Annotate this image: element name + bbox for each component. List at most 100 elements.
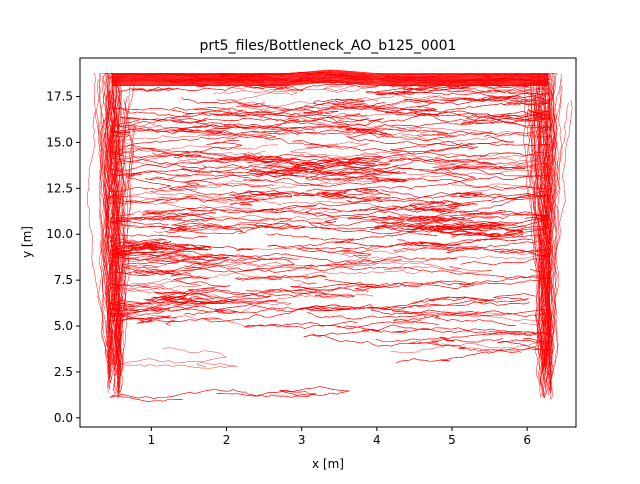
trajectory-line	[307, 312, 516, 326]
top-wall-trajectory	[111, 76, 549, 82]
trajectory-line	[145, 295, 228, 305]
trajectory-line	[432, 154, 551, 169]
y-axis-label: y [m]	[20, 226, 34, 258]
trajectory-line	[345, 110, 545, 135]
trajectory-line	[109, 239, 254, 264]
right-wall-trajectory	[547, 113, 561, 386]
top-wall-trajectory	[111, 69, 549, 75]
trajectory-line	[110, 121, 388, 135]
plot-frame	[79, 57, 577, 428]
right-wall-trajectory	[536, 112, 548, 399]
left-wall-trajectory	[104, 73, 117, 366]
left-wall-trajectory	[105, 73, 116, 350]
left-wall-trajectory	[93, 73, 108, 359]
trajectory-line	[235, 274, 327, 281]
trajectory-line	[173, 140, 262, 161]
trajectory-line	[289, 141, 438, 161]
trajectory-line	[294, 98, 435, 112]
trajectory-line	[266, 269, 419, 279]
trajectory-line	[244, 319, 422, 330]
top-wall-trajectory	[111, 73, 549, 78]
trajectory-line	[252, 99, 423, 131]
right-wall-trajectory	[537, 79, 547, 371]
trajectory-line	[246, 164, 457, 177]
trajectory-line	[109, 256, 229, 269]
trajectory-line	[169, 175, 315, 197]
trajectory-line	[266, 233, 354, 250]
trajectory-line	[346, 130, 479, 153]
trajectory-line	[337, 239, 550, 264]
trajectory-line	[400, 203, 506, 215]
trajectory-line	[246, 159, 391, 174]
top-wall-trajectory	[111, 81, 549, 86]
trajectory-line	[109, 156, 303, 192]
y-tick-label: 15.0	[46, 135, 73, 149]
trajectory-line	[304, 201, 551, 236]
right-wall-trajectory	[546, 99, 573, 391]
x-axis: 1 2 3 4 5 6	[148, 427, 531, 447]
trajectory-line	[191, 246, 379, 269]
trajectory-line	[324, 259, 493, 274]
right-wall-trajectory	[533, 73, 551, 395]
trajectory-line	[334, 231, 532, 249]
left-wall-trajectory	[112, 124, 135, 391]
left-wall-trajectory	[113, 113, 120, 385]
trajectory-line	[184, 300, 530, 316]
trajectory-line	[110, 293, 374, 327]
trajectory-line	[171, 124, 453, 141]
trajectory-line	[188, 208, 523, 238]
trajectory-line	[292, 140, 550, 159]
plot-area	[87, 69, 573, 402]
right-wall-trajectory	[544, 83, 553, 394]
x-tick-label: 3	[298, 433, 306, 447]
top-wall-trajectory	[111, 76, 549, 81]
trajectory-line	[161, 224, 243, 235]
trajectory-line	[414, 102, 551, 121]
top-wall-trajectory	[111, 75, 549, 80]
right-wall-trajectory	[541, 73, 550, 369]
trajectory-line	[337, 243, 482, 254]
trajectory-line	[404, 95, 551, 106]
trajectory-line	[229, 190, 356, 206]
trajectory-layer	[87, 69, 573, 402]
left-wall-trajectory	[105, 73, 118, 347]
trajectory-line	[347, 154, 497, 165]
top-wall-trajectory	[111, 78, 549, 84]
chart-title: prt5_files/Bottleneck_AO_b125_0001	[200, 38, 457, 54]
top-wall-trajectory	[111, 79, 549, 85]
x-tick-label: 2	[223, 433, 231, 447]
trajectory-line	[293, 187, 391, 198]
left-wall-trajectory	[100, 96, 115, 380]
x-tick-label: 4	[373, 433, 381, 447]
trajectory-line	[110, 119, 332, 147]
trajectory-line	[446, 240, 551, 266]
left-wall-trajectory	[105, 113, 120, 394]
trajectory-line	[305, 170, 406, 182]
trajectory-line	[434, 152, 522, 175]
right-wall-trajectory	[541, 73, 556, 350]
right-wall-trajectory	[547, 102, 569, 391]
right-wall-trajectory	[527, 109, 545, 399]
top-wall-trajectory	[111, 74, 549, 79]
left-wall-trajectory	[117, 79, 132, 378]
right-wall-trajectory	[528, 100, 545, 399]
trajectory-line	[109, 299, 278, 314]
trajectory-line	[109, 386, 350, 402]
trajectory-line	[180, 97, 384, 123]
top-wall-trajectory	[111, 71, 549, 76]
left-wall-trajectory	[118, 101, 134, 395]
left-wall-trajectory	[95, 73, 112, 363]
trajectory-line	[253, 288, 355, 298]
trajectory-line	[109, 242, 299, 260]
trajectory-line	[184, 252, 457, 273]
trajectory-line	[145, 211, 230, 228]
x-tick-label: 6	[523, 433, 531, 447]
trajectory-line	[110, 215, 211, 234]
trajectory-line	[194, 107, 368, 120]
right-wall-trajectory	[549, 94, 558, 384]
trajectory-line	[246, 268, 551, 293]
right-wall-trajectory	[534, 106, 545, 398]
x-tick-label: 5	[448, 433, 456, 447]
y-tick-label: 2.5	[54, 365, 73, 379]
